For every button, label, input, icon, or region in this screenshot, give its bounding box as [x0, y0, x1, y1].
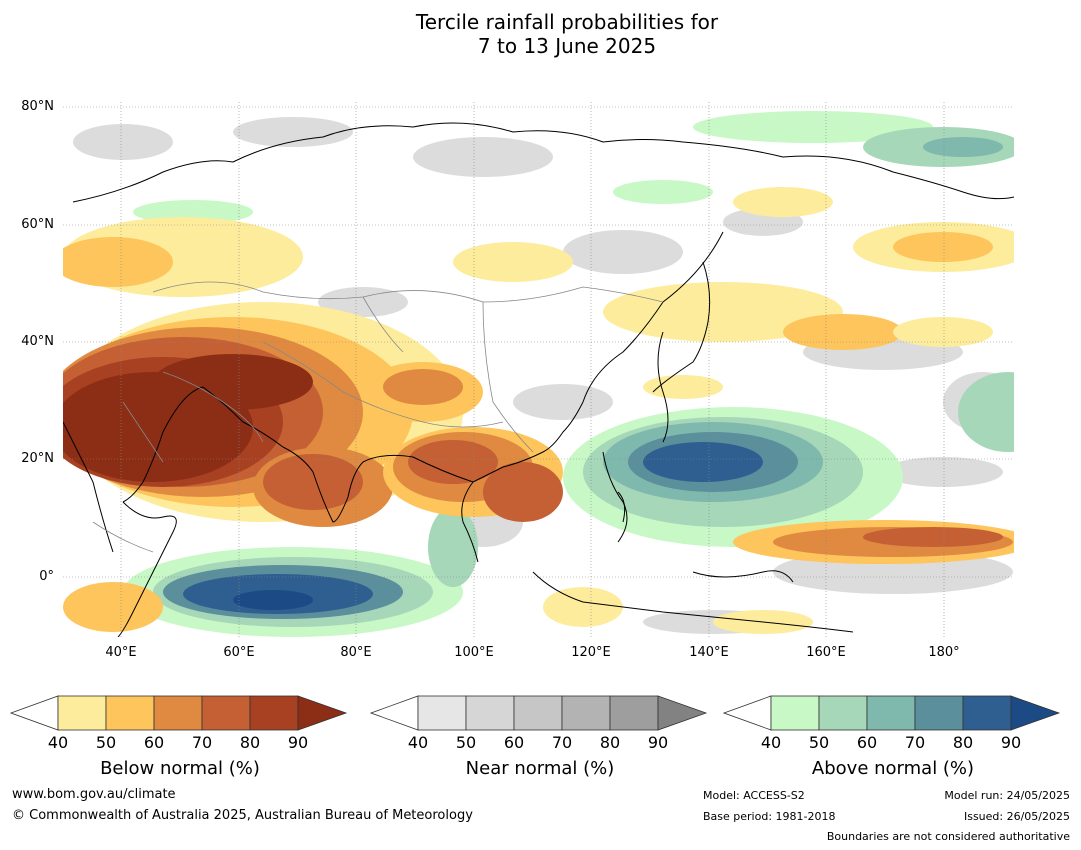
website-link[interactable]: www.bom.gov.au/climate [12, 787, 176, 802]
lat-label-40n: 40°N [21, 334, 54, 349]
map-title: Tercile rainfall probabilities for 7 to … [0, 10, 1081, 58]
colorbar-swatch [561, 695, 611, 731]
model-run-text: Model run: 24/05/2025 [944, 789, 1070, 802]
lat-label-20n: 20°N [21, 451, 54, 466]
title-line-1: Tercile rainfall probabilities for [415, 10, 719, 34]
coastlines [63, 122, 1014, 637]
colorbar-tick-label: 70 [191, 733, 213, 752]
below-normal-regions [63, 187, 1014, 634]
colorbar-swatch [105, 695, 155, 731]
colorbar-tick-label: 50 [95, 733, 117, 752]
colorbar-tick-label: 80 [239, 733, 261, 752]
colorbar-tick-label: 60 [503, 733, 525, 752]
colorbar-swatch [153, 695, 203, 731]
colorbar-swatch [962, 695, 1012, 731]
lon-label-60e: 60°E [223, 645, 255, 660]
colorbar-tick-label: 70 [551, 733, 573, 752]
map-canvas [63, 102, 1014, 637]
colorbar-swatch [914, 695, 964, 731]
colorbar-max-extension [657, 695, 708, 731]
base-period-text: Base period: 1981-2018 [703, 810, 836, 823]
colorbar-below-normal-label: Below normal (%) [100, 758, 260, 779]
colorbar-min-extension [723, 695, 772, 731]
colorbar-near-normal-graphic [370, 695, 708, 731]
lon-label-80e: 80°E [340, 645, 372, 660]
map-svg [63, 102, 1014, 637]
colorbar-swatch [770, 695, 820, 731]
issued-text: Issued: 26/05/2025 [963, 810, 1070, 823]
colorbar-tick-label: 80 [952, 733, 974, 752]
colorbar-tick-label: 40 [47, 733, 69, 752]
lon-label-180: 180° [928, 645, 960, 660]
title-line-2: 7 to 13 June 2025 [477, 34, 657, 58]
colorbar-tick-label: 60 [143, 733, 165, 752]
lon-label-100e: 100°E [454, 645, 494, 660]
colorbar-tick-label: 40 [407, 733, 429, 752]
colorbar-tick-label: 90 [287, 733, 309, 752]
colorbar-tick-label: 50 [455, 733, 477, 752]
colorbar-max-extension [297, 695, 348, 731]
lon-label-120e: 120°E [571, 645, 611, 660]
model-text: Model: ACCESS-S2 [703, 789, 805, 802]
above-normal-regions [123, 111, 1014, 637]
lon-label-140e: 140°E [689, 645, 729, 660]
colorbar-tick-label: 70 [904, 733, 926, 752]
copyright-text: © Commonwealth of Australia 2025, Austra… [12, 808, 473, 823]
colorbar-max-extension [1010, 695, 1061, 731]
colorbar-tick-label: 90 [1000, 733, 1022, 752]
lon-label-40e: 40°E [105, 645, 137, 660]
colorbar-near-normal-label: Near normal (%) [465, 758, 615, 779]
colorbar-tick-label: 60 [856, 733, 878, 752]
colorbar-swatch [609, 695, 659, 731]
colorbar-swatch [57, 695, 107, 731]
lat-label-80n: 80°N [21, 99, 54, 114]
colorbar-above-normal-graphic [723, 695, 1061, 731]
colorbar-swatch [818, 695, 868, 731]
colorbar-tick-label: 50 [808, 733, 830, 752]
colorbar-swatch [866, 695, 916, 731]
colorbar-swatch [249, 695, 299, 731]
colorbar-above-normal-label: Above normal (%) [811, 758, 975, 779]
colorbar-min-extension [10, 695, 59, 731]
disclaimer-text: Boundaries are not considered authoritat… [826, 830, 1070, 843]
lat-label-0: 0° [39, 569, 54, 584]
colorbar-min-extension [370, 695, 419, 731]
colorbar-below-normal-graphic [10, 695, 348, 731]
colorbar-swatch [201, 695, 251, 731]
lat-label-60n: 60°N [21, 217, 54, 232]
colorbar-tick-label: 80 [599, 733, 621, 752]
colorbar-tick-label: 90 [647, 733, 669, 752]
lon-label-160e: 160°E [806, 645, 846, 660]
colorbar-tick-label: 40 [760, 733, 782, 752]
colorbar-swatch [417, 695, 467, 731]
colorbar-swatch [465, 695, 515, 731]
graticule [63, 102, 1014, 637]
colorbar-swatch [513, 695, 563, 731]
country-borders [92, 281, 664, 553]
